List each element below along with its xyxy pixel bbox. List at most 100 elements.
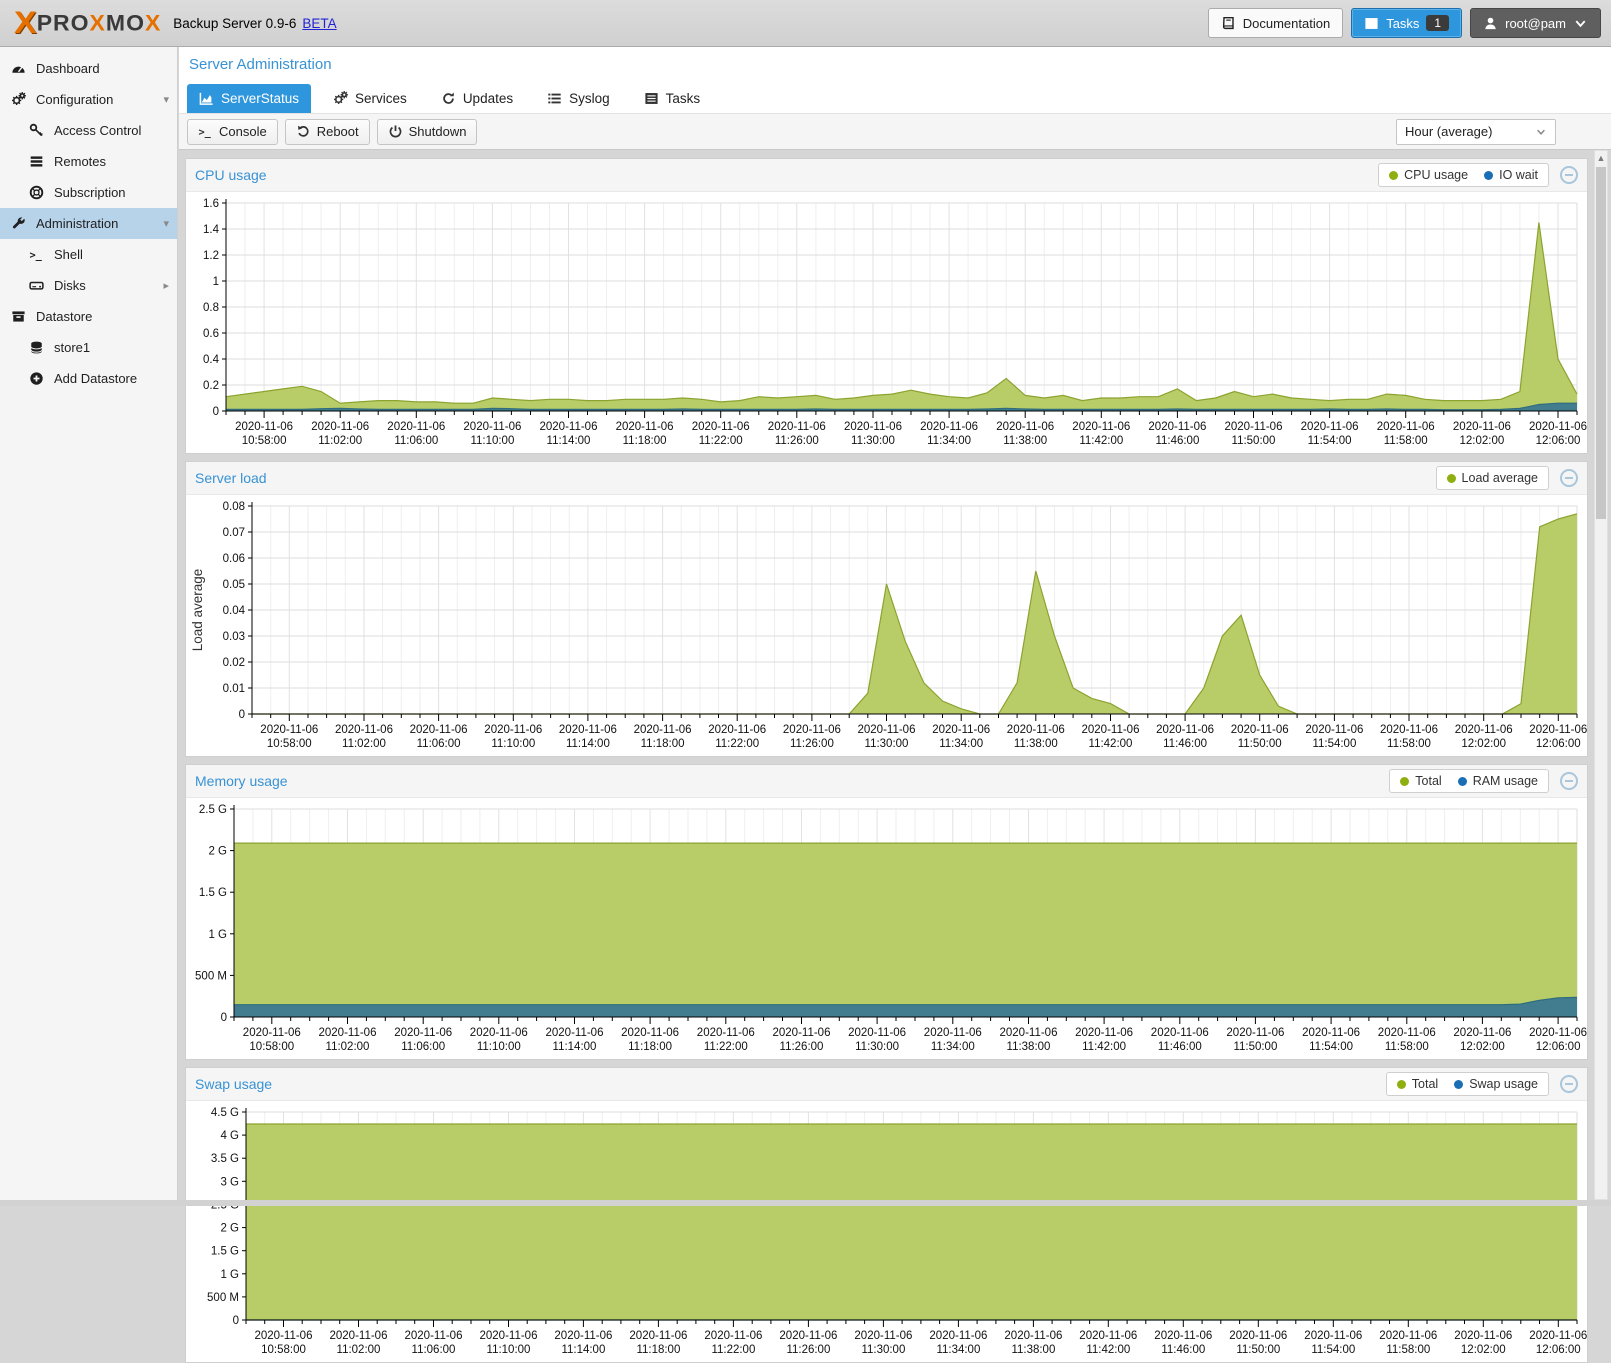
legend-label: Total <box>1415 774 1442 788</box>
svg-text:2020-11-06: 2020-11-06 <box>1453 1027 1511 1039</box>
sidebar-item-administration[interactable]: Administration ▾ <box>0 208 177 239</box>
svg-text:1 G: 1 G <box>220 1269 239 1281</box>
svg-text:11:54:00: 11:54:00 <box>1311 1344 1355 1356</box>
legend-dot-icon <box>1484 170 1494 180</box>
collapse-arrow-icon[interactable]: ▾ <box>163 94 169 106</box>
top-header: X PROXMOX Backup Server 0.9-6 BETA Docum… <box>0 0 1611 47</box>
svg-text:2020-11-06: 2020-11-06 <box>929 1330 987 1342</box>
shutdown-label: Shutdown <box>408 124 467 139</box>
legend-item-io-wait[interactable]: IO wait <box>1484 168 1538 182</box>
svg-text:2020-11-06: 2020-11-06 <box>410 724 468 736</box>
svg-text:11:02:00: 11:02:00 <box>318 435 362 447</box>
sidebar-item-access-control[interactable]: Access Control <box>0 115 177 146</box>
svg-text:2020-11-06: 2020-11-06 <box>920 421 978 433</box>
tab-syslog[interactable]: Syslog <box>535 84 622 113</box>
beta-link[interactable]: BETA <box>302 15 337 31</box>
shutdown-button[interactable]: Shutdown <box>376 118 478 145</box>
sidebar-item-subscription[interactable]: Subscription <box>0 177 177 208</box>
svg-text:11:50:00: 11:50:00 <box>1236 1344 1280 1356</box>
svg-text:0: 0 <box>233 1315 239 1327</box>
sidebar-item-add-datastore[interactable]: Add Datastore <box>0 363 177 394</box>
plus-icon <box>28 371 45 386</box>
sidebar-item-label: Shell <box>54 247 83 262</box>
svg-text:11:46:00: 11:46:00 <box>1155 435 1199 447</box>
svg-text:11:18:00: 11:18:00 <box>641 738 685 750</box>
reboot-button[interactable]: Reboot <box>284 118 370 145</box>
tab-serverstatus[interactable]: ServerStatus <box>187 84 312 113</box>
legend-dot-icon <box>1457 776 1467 786</box>
tab-updates[interactable]: Updates <box>429 84 525 113</box>
svg-text:11:34:00: 11:34:00 <box>939 738 983 750</box>
svg-text:2020-11-06: 2020-11-06 <box>260 724 318 736</box>
svg-text:>_: >_ <box>29 249 42 261</box>
svg-text:11:42:00: 11:42:00 <box>1079 435 1123 447</box>
collapse-arrow-icon[interactable]: ▾ <box>163 218 169 230</box>
collapse-panel-icon[interactable] <box>1560 166 1578 184</box>
tab-tasks[interactable]: Tasks <box>632 84 713 113</box>
sidebar-item-label: Configuration <box>36 92 114 107</box>
svg-text:2020-11-06: 2020-11-06 <box>692 421 750 433</box>
legend-dot-icon <box>1389 170 1399 180</box>
svg-text:11:02:00: 11:02:00 <box>337 1344 381 1356</box>
sidebar-item-remotes[interactable]: Remotes <box>0 146 177 177</box>
tab-services[interactable]: Services <box>321 84 419 113</box>
svg-text:2020-11-06: 2020-11-06 <box>255 1330 313 1342</box>
svg-text:2020-11-06: 2020-11-06 <box>1148 421 1206 433</box>
gears-icon <box>333 91 348 106</box>
svg-text:11:38:00: 11:38:00 <box>1007 1041 1051 1053</box>
key-icon <box>28 123 45 138</box>
proxmox-x-icon: X <box>14 5 37 41</box>
legend-item-load-average[interactable]: Load average <box>1446 471 1538 485</box>
svg-text:0.02: 0.02 <box>223 657 245 669</box>
svg-text:11:42:00: 11:42:00 <box>1089 738 1133 750</box>
svg-text:2020-11-06: 2020-11-06 <box>1302 1027 1360 1039</box>
sidebar-item-label: store1 <box>54 340 91 355</box>
svg-text:0.8: 0.8 <box>203 302 219 314</box>
svg-text:2020-11-06: 2020-11-06 <box>1082 724 1140 736</box>
sidebar-item-datastore[interactable]: Datastore <box>0 301 177 332</box>
chart-icon <box>199 91 214 106</box>
user-label: root@pam <box>1505 15 1566 31</box>
proxmox-logo: X PROXMOX <box>14 5 161 41</box>
collapse-panel-icon[interactable] <box>1560 469 1578 487</box>
legend-label: IO wait <box>1499 168 1538 182</box>
sidebar-item-store1[interactable]: store1 <box>0 332 177 363</box>
svg-text:2020-11-06: 2020-11-06 <box>1529 724 1587 736</box>
svg-text:11:18:00: 11:18:00 <box>623 435 667 447</box>
sidebar-item-disks[interactable]: Disks ▸ <box>0 270 177 301</box>
scroll-up-arrow[interactable]: ▲ <box>1596 153 1606 163</box>
svg-text:>_: >_ <box>198 126 211 138</box>
svg-text:2020-11-06: 2020-11-06 <box>1529 1027 1587 1039</box>
legend-item-swap-usage[interactable]: Swap usage <box>1454 1077 1538 1091</box>
legend-item-cpu-usage[interactable]: CPU usage <box>1389 168 1468 182</box>
expand-arrow-icon[interactable]: ▸ <box>163 280 169 292</box>
sidebar-item-dashboard[interactable]: Dashboard <box>0 53 177 84</box>
documentation-button[interactable]: Documentation <box>1207 8 1344 38</box>
collapse-panel-icon[interactable] <box>1560 772 1578 790</box>
legend-item-ram-usage[interactable]: RAM usage <box>1457 774 1538 788</box>
panel-title: CPU usage <box>195 167 267 183</box>
svg-text:2020-11-06: 2020-11-06 <box>319 1027 377 1039</box>
console-icon: >_ <box>198 124 213 139</box>
console-button[interactable]: >_ Console <box>187 118 278 145</box>
page-title: Server Administration <box>179 47 1611 82</box>
scrollbar-thumb[interactable] <box>1596 167 1606 519</box>
gears-icon <box>10 92 27 107</box>
sidebar-item-configuration[interactable]: Configuration ▾ <box>0 84 177 115</box>
legend-item-total[interactable]: Total <box>1396 1077 1438 1091</box>
svg-text:11:26:00: 11:26:00 <box>780 1041 824 1053</box>
time-range-select[interactable]: Hour (average) <box>1396 118 1556 145</box>
svg-text:0.05: 0.05 <box>223 579 245 591</box>
svg-text:500 M: 500 M <box>195 970 227 982</box>
panel-header: Server load Load average <box>186 462 1587 495</box>
sidebar-item-shell[interactable]: >_ Shell <box>0 239 177 270</box>
svg-text:2020-11-06: 2020-11-06 <box>243 1027 301 1039</box>
refresh-icon <box>441 91 456 106</box>
svg-text:1.6: 1.6 <box>203 198 219 210</box>
vertical-scrollbar[interactable]: ▲ <box>1594 150 1608 1200</box>
legend-item-total[interactable]: Total <box>1400 774 1442 788</box>
user-menu-button[interactable]: root@pam <box>1470 8 1601 38</box>
tasks-button[interactable]: Tasks 1 <box>1351 8 1463 38</box>
collapse-panel-icon[interactable] <box>1560 1075 1578 1093</box>
product-subtitle: Backup Server 0.9-6 <box>173 15 297 31</box>
